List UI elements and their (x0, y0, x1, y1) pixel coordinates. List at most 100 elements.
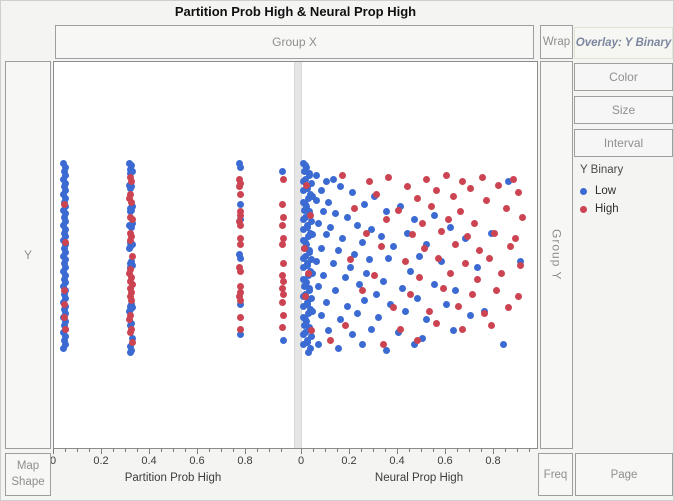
x-axis-major-tick (245, 449, 246, 454)
data-point (368, 225, 376, 233)
data-point (464, 233, 472, 241)
data-point (128, 177, 136, 185)
data-point (380, 277, 388, 285)
wrap-drop-zone[interactable]: Wrap (540, 25, 573, 59)
group-y-drop-zone[interactable]: Group Y (540, 61, 573, 449)
data-point (471, 219, 479, 227)
data-point (128, 281, 136, 289)
data-point (423, 315, 431, 323)
data-point (236, 160, 244, 168)
data-point (60, 306, 68, 314)
data-point (370, 271, 378, 279)
data-point (60, 252, 68, 260)
legend-item-high[interactable]: High (580, 203, 623, 215)
data-point (62, 264, 70, 272)
data-point (432, 187, 440, 195)
group-y-label: Group Y (549, 229, 564, 281)
data-point (435, 254, 443, 262)
color-drop-zone[interactable]: Color (574, 63, 673, 91)
data-point (236, 300, 244, 308)
data-point (317, 187, 325, 195)
legend-item-low[interactable]: Low (580, 185, 623, 197)
x-axis-minor-tick (469, 449, 470, 452)
x-axis-minor-tick (281, 449, 282, 452)
data-point (126, 269, 134, 277)
x-axis-minor-tick (481, 449, 482, 452)
legend-title: Y Binary (580, 164, 624, 176)
data-point (309, 308, 317, 316)
data-point (380, 340, 388, 348)
data-point (60, 283, 68, 291)
freq-drop-zone[interactable]: Freq (538, 453, 573, 496)
data-point (236, 221, 244, 229)
data-point (303, 181, 311, 189)
data-point (126, 285, 134, 293)
data-point (60, 329, 68, 337)
data-point (279, 312, 287, 320)
x-axis-minor-tick (337, 449, 338, 452)
data-point (61, 325, 69, 333)
data-point (389, 242, 397, 250)
data-point (305, 348, 313, 356)
size-drop-zone[interactable]: Size (574, 96, 673, 124)
data-point (305, 285, 313, 293)
map-shape-drop-zone[interactable]: Map Shape (5, 453, 51, 496)
x-axis-tick-label: 0 (297, 455, 305, 467)
data-point (237, 325, 245, 333)
data-point (61, 317, 69, 325)
data-point (382, 346, 390, 354)
data-point (351, 204, 359, 212)
data-point (404, 183, 412, 191)
data-point (459, 177, 467, 185)
overlay-label: Overlay: Y Binary (575, 37, 672, 49)
y-axis-drop-zone[interactable]: Y (5, 61, 51, 449)
x-axis-minor-tick (209, 449, 210, 452)
data-point (60, 168, 68, 176)
data-point (336, 315, 344, 323)
x-axis-minor-tick (185, 449, 186, 452)
x-axis-tick-label: 0.4 (141, 455, 157, 467)
panel-neural-prop-high[interactable] (299, 62, 537, 448)
data-point (339, 235, 347, 243)
data-point (301, 239, 309, 247)
data-point (432, 319, 440, 327)
data-point (299, 331, 307, 339)
data-point (346, 264, 354, 272)
data-point (62, 171, 70, 179)
data-point (308, 294, 316, 302)
interval-drop-zone[interactable]: Interval (574, 129, 673, 157)
data-point (416, 273, 424, 281)
color-label: Color (609, 70, 638, 84)
data-point (303, 223, 311, 231)
legend: Y Binary Low High (580, 164, 623, 215)
data-point (317, 244, 325, 252)
data-point (236, 208, 244, 216)
overlay-drop-zone[interactable]: Overlay: Y Binary (574, 27, 673, 59)
y-axis-label: Y (23, 248, 32, 262)
x-axis-minor-tick (385, 449, 386, 452)
data-point (344, 214, 352, 222)
data-point (353, 310, 361, 318)
data-point (425, 308, 433, 316)
group-x-drop-zone[interactable]: Group X (55, 25, 534, 59)
data-point (62, 187, 70, 195)
data-point (490, 229, 498, 237)
data-point (127, 185, 135, 193)
data-point (301, 277, 309, 285)
page-label: Page (610, 468, 638, 481)
data-point (459, 325, 467, 333)
x-axis-strip: Partition Prob High Neural Prop High 0 0.… (50, 449, 538, 495)
panel-partition-prob-high[interactable] (54, 62, 294, 448)
data-point (126, 173, 134, 181)
x-axis-title-neural: Neural Prop High (374, 472, 464, 484)
data-point (128, 273, 136, 281)
data-point (348, 189, 356, 197)
data-point (363, 229, 371, 237)
page-drop-zone[interactable]: Page (575, 453, 673, 496)
data-point (60, 344, 68, 352)
data-point (60, 214, 68, 222)
data-point (236, 200, 244, 208)
x-axis-tick-label: 0.8 (485, 455, 501, 467)
data-point (303, 300, 311, 308)
data-point (437, 258, 445, 266)
